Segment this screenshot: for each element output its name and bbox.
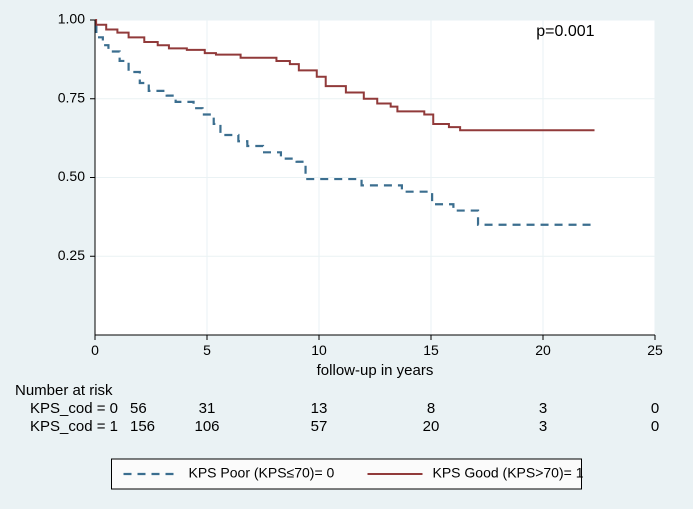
risk-value: 57 <box>311 418 328 435</box>
risk-value: 31 <box>199 400 216 417</box>
km-chart: 0.25 0.50 0.75 1.00 0 5 10 15 20 25 follow-up in y… <box>0 0 693 509</box>
risk-value: 13 <box>311 400 328 417</box>
risk-value: 56 <box>130 400 147 417</box>
ytick-label: 0.50 <box>58 168 85 184</box>
risk-value: 156 <box>130 418 155 435</box>
risk-table-title: Number at risk <box>15 382 113 399</box>
xtick-label: 5 <box>203 342 211 358</box>
risk-value: 0 <box>651 400 659 417</box>
p-value-annotation: p=0.001 <box>536 23 594 40</box>
risk-row-label: KPS_cod = 0 <box>30 400 118 417</box>
risk-value: 20 <box>423 418 440 435</box>
risk-value: 106 <box>194 418 219 435</box>
risk-value: 3 <box>539 418 547 435</box>
legend-label: KPS Poor (KPS≤70)= 0 <box>189 465 335 481</box>
legend-label: KPS Good (KPS>70)= 1 <box>433 465 584 481</box>
risk-value: 8 <box>427 400 435 417</box>
xtick-label: 10 <box>311 342 327 358</box>
risk-value: 0 <box>651 418 659 435</box>
risk-value: 3 <box>539 400 547 417</box>
ytick-label: 1.00 <box>58 11 85 27</box>
x-axis-label: follow-up in years <box>317 362 434 379</box>
xtick-label: 25 <box>647 342 663 358</box>
ytick-label: 0.75 <box>58 89 85 105</box>
xtick-label: 0 <box>91 342 99 358</box>
xtick-label: 15 <box>423 342 439 358</box>
ytick-label: 0.25 <box>58 247 85 263</box>
xtick-label: 20 <box>535 342 551 358</box>
risk-row-label: KPS_cod = 1 <box>30 418 118 435</box>
